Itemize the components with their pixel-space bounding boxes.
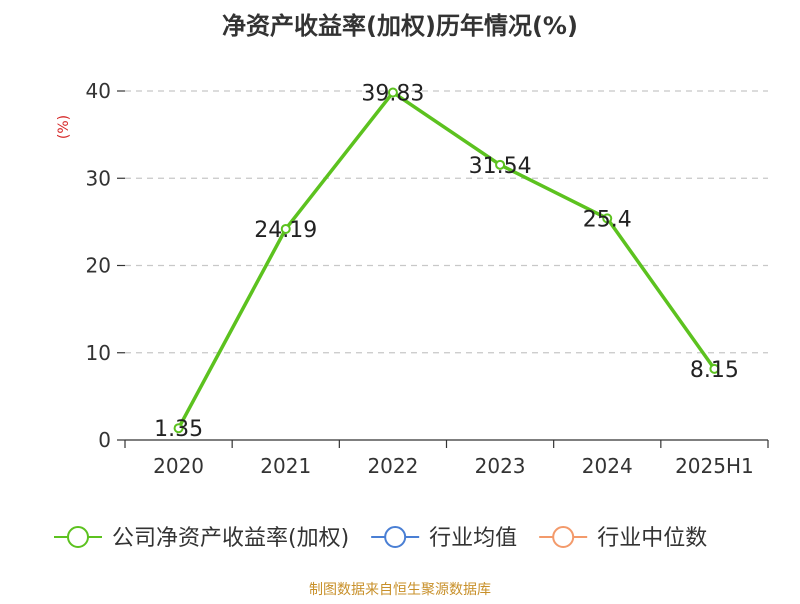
data-label: 31.54 — [469, 154, 532, 179]
x-tick-label: 2020 — [153, 454, 204, 478]
legend-marker-icon — [552, 526, 575, 548]
data-point — [280, 223, 291, 234]
y-axis-ticks: 0 10 20 30 40 — [86, 79, 125, 452]
legend-label: 行业中位数 — [597, 526, 707, 551]
y-tick-label: 20 — [86, 254, 111, 278]
legend-item: 公司净资产收益率(加权) — [54, 526, 349, 551]
series-line — [176, 90, 717, 430]
data-label: 1.35 — [154, 417, 203, 442]
data-label: 39.83 — [361, 81, 424, 106]
y-axis-label: (%) — [56, 115, 72, 139]
y-tick-label: 0 — [98, 428, 111, 452]
x-axis-ticks: 2020 2021 2022 2023 2024 2025H1 — [124, 440, 769, 478]
legend-item: 行业均值 — [371, 526, 517, 551]
x-tick-label: 2022 — [367, 454, 418, 478]
source-note: 制图数据来自恒生聚源数据库 — [309, 582, 491, 598]
x-tick-label: 2023 — [475, 454, 526, 478]
y-tick-label: 40 — [86, 79, 111, 103]
x-tick-label: 2021 — [260, 454, 311, 478]
y-tick-label: 10 — [86, 341, 111, 365]
series-layer: 1.35 24.19 39.83 31.54 25.4 8.15 — [154, 81, 739, 442]
legend-label: 行业均值 — [429, 526, 517, 551]
data-point — [602, 213, 613, 224]
data-point — [495, 159, 506, 170]
data-label: 25.4 — [583, 207, 632, 232]
data-label: 8.15 — [690, 358, 739, 383]
grid-lines — [125, 90, 768, 354]
data-point — [173, 423, 184, 434]
data-point — [709, 363, 720, 374]
chart-title: 净资产收益率(加权)历年情况(%) — [222, 12, 578, 40]
legend-label: 公司净资产收益率(加权) — [112, 526, 349, 551]
legend-marker-icon — [384, 526, 407, 548]
data-label: 24.19 — [254, 218, 317, 243]
legend-marker-icon — [67, 526, 89, 548]
legend: 公司净资产收益率(加权) 行业均值 行业中位数 — [54, 526, 707, 551]
y-tick-label: 30 — [86, 166, 111, 190]
x-tick-label: 2025H1 — [675, 454, 754, 478]
data-point — [387, 87, 398, 98]
legend-item: 行业中位数 — [539, 526, 707, 551]
x-tick-label: 2024 — [582, 454, 633, 478]
